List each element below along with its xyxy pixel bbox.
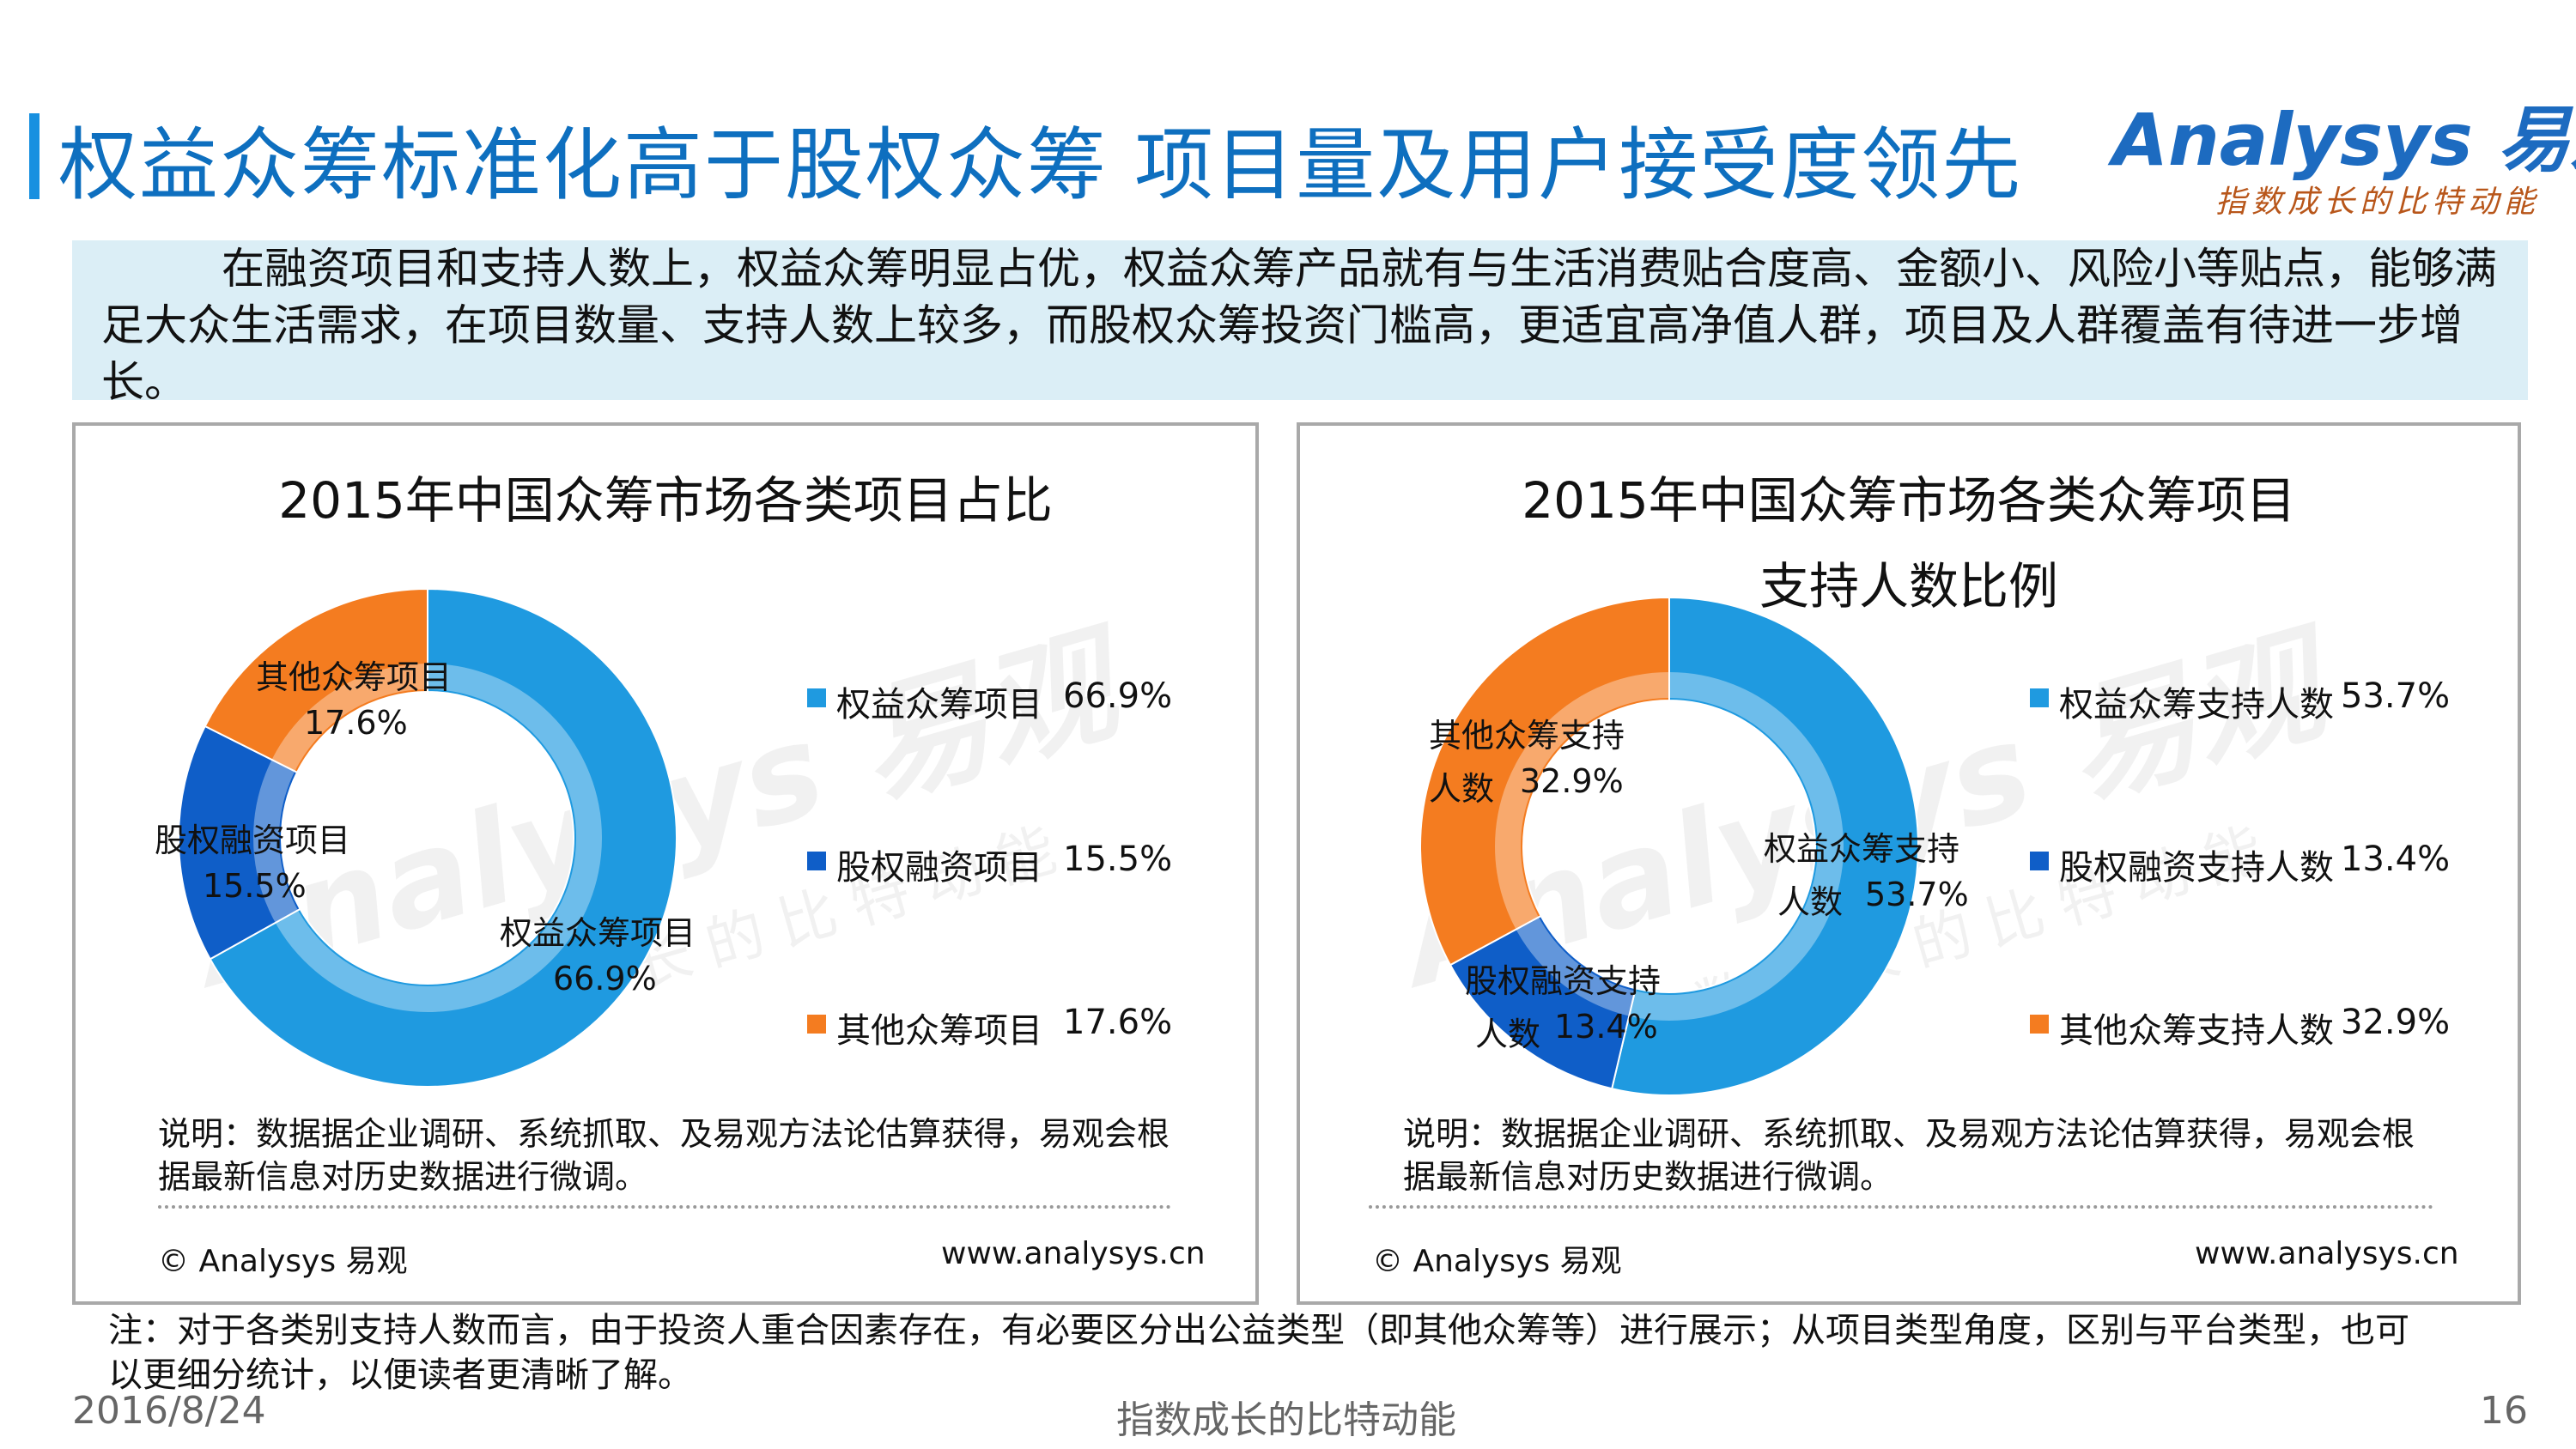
page-number: 16 [2480,1389,2528,1433]
donut-inner-ring [253,664,602,1012]
slice-label-equity: 股权融资项目 [155,822,351,859]
legend-label: 其他众筹支持人数 [2059,1011,2334,1051]
legend-value: 13.4% [2341,840,2451,879]
summary-box [72,240,2528,400]
analysys-logo: Analysys 易观 指数成长的比特动能 [2112,82,2576,220]
slice-label-equity-2: 人数 [1475,1016,1541,1053]
slice-label-rights: 权益众筹支持 [1764,830,1960,868]
slice-label-other-2: 人数 [1429,770,1495,808]
footer-date: 2016/8/24 [72,1389,266,1433]
donut-slice-权益众筹支持人数 [1610,597,1918,1095]
slice-value-rights: 66.9% [553,960,657,997]
logo-brand: Analysys 易观 [2112,98,2576,182]
slice-value-equity: 15.5% [203,867,307,905]
slice-label-equity: 股权融资支持 [1465,962,1662,1000]
slice-value-other: 32.9% [1520,762,1624,800]
legend-value: 53.7% [2341,676,2451,716]
chart-title-line1: 2015年中国众筹市场各类众筹项目 [1522,471,2296,530]
title-accent-bar [29,113,39,199]
footer-slogan: 指数成长的比特动能 [1116,1398,1456,1442]
legend-swatch [807,852,826,870]
summary-text: 在融资项目和支持人数上，权益众筹明显占优，权益众筹产品就有与生活消费贴合度高、金… [101,244,2497,407]
legend-value: 17.6% [1063,1003,1173,1042]
chart-title: 2015年中国众筹市场各类项目占比 [278,471,1053,530]
donut-inner-ring [1495,672,1844,1021]
slice-label-other: 其他众筹项目 [256,658,453,696]
slice-value-other: 17.6% [304,704,408,742]
legend-swatch [2030,852,2049,870]
chart-title-line2: 支持人数比例 [1759,557,2058,615]
source-left: © Analysys 易观 [1372,1244,1622,1279]
slice-value-equity: 13.4% [1554,1008,1658,1046]
slice-value-rights: 53.7% [1865,876,1969,913]
donut-slice-权益众筹项目 [209,589,677,1087]
chart-note: 说明：数据据企业调研、系统抓取、及易观方法论估算获得，易观会根据最新信息对历史数… [158,1115,1170,1196]
slice-label-other: 其他众筹支持 [1429,717,1625,755]
legend-value: 32.9% [2341,1003,2451,1042]
legend-label: 股权融资项目 [836,848,1042,888]
donut-slice-其他众筹支持人数 [1420,597,1670,967]
chart-panel-left: Analysys 易观 指数成长的比特动能 2015年中国众筹市场各类项目占比 … [72,422,1259,1305]
source-url: www.analysys.cn [2195,1236,2459,1271]
chart-panel-right: Analysys 易观 指数成长的比特动能 2015年中国众筹市场各类众筹项目 … [1297,422,2521,1305]
dotted-divider [1369,1205,2433,1209]
source-left: © Analysys 易观 [158,1244,408,1279]
footnote: 注：对于各类别支持人数而言，由于投资人重合因素存在，有必要区分出公益类型（即其他… [108,1311,2409,1395]
legend-label: 其他众筹项目 [836,1011,1042,1051]
legend-label: 股权融资支持人数 [2059,848,2334,888]
slice-label-rights-2: 人数 [1777,883,1844,921]
donut-slice-其他众筹项目 [204,589,428,774]
donut-chart-supporters [1420,597,1918,1095]
slice-label-rights: 权益众筹项目 [500,914,696,952]
logo-slogan: 指数成长的比特动能 [2215,185,2541,220]
legend-value: 15.5% [1063,840,1173,879]
legend-swatch [807,1015,826,1034]
legend-label: 权益众筹项目 [836,685,1042,724]
legend-swatch [2030,1015,2049,1034]
legend-value: 66.9% [1063,676,1173,716]
page-title: 权益众筹标准化高于股权众筹 项目量及用户接受度领先 [58,119,2023,211]
legend-swatch [2030,688,2049,707]
legend-swatch [807,688,826,707]
legend-label: 权益众筹支持人数 [2059,685,2334,724]
chart-note: 说明：数据据企业调研、系统抓取、及易观方法论估算获得，易观会根据最新信息对历史数… [1403,1115,2415,1196]
donut-chart-projects [179,589,677,1087]
source-url: www.analysys.cn [941,1236,1206,1271]
dotted-divider [158,1205,1171,1209]
